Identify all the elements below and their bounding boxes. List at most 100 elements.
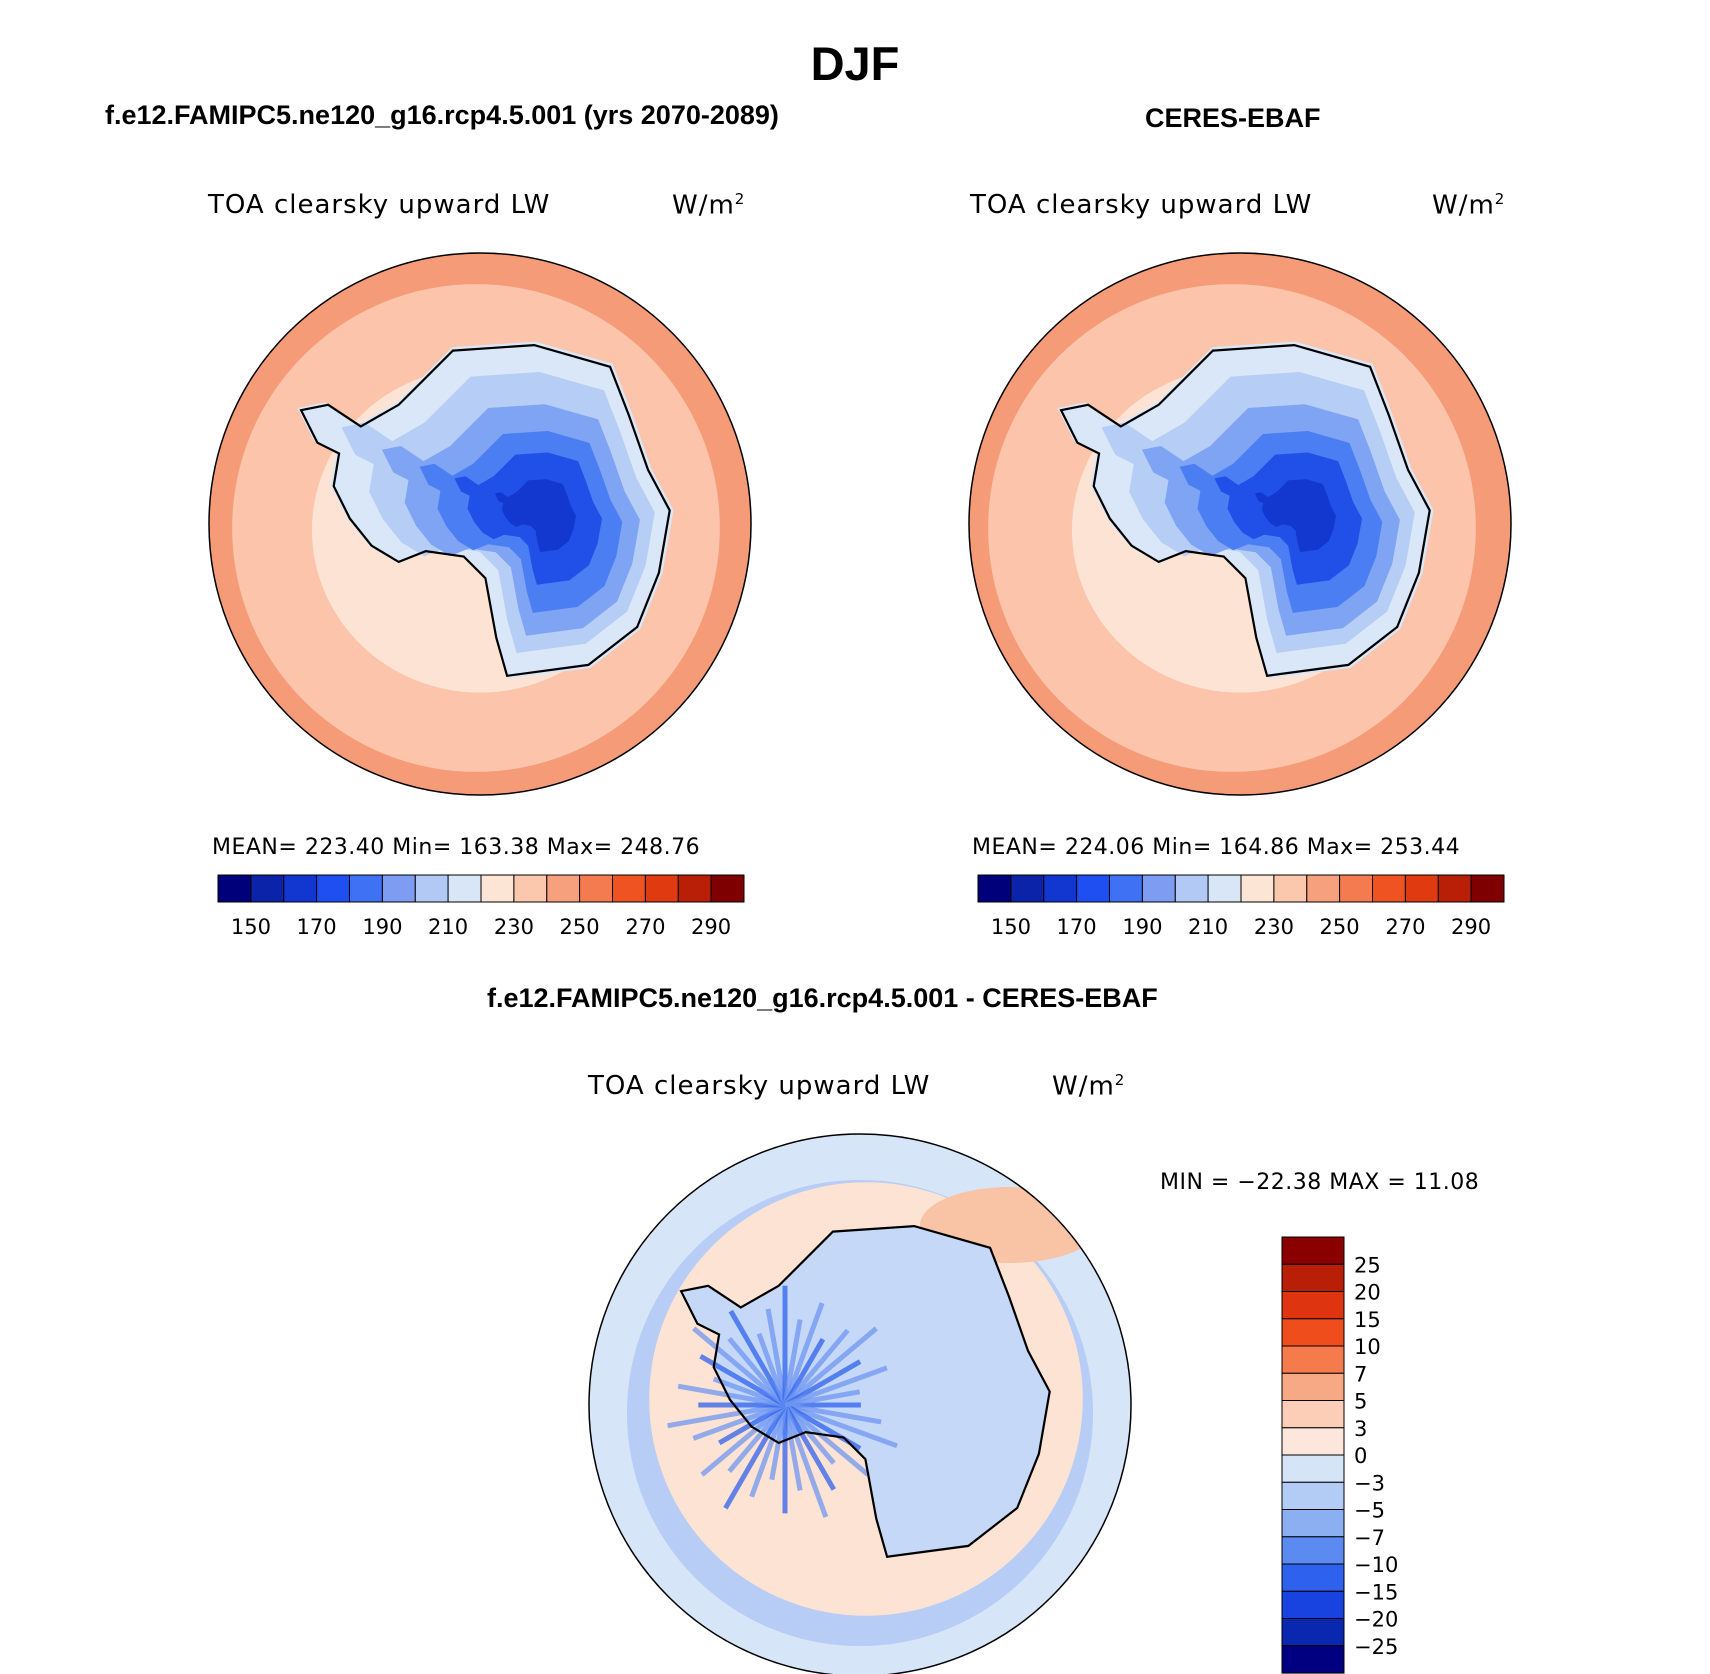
- panel-2-units: W/m2: [1432, 190, 1506, 221]
- colorbar-3-tick-label: −10: [1354, 1553, 1398, 1577]
- colorbar-3-box: [1281, 1400, 1345, 1429]
- colorbar-3-tick-label: −5: [1354, 1499, 1385, 1523]
- colorbar-1-tick-label: 290: [691, 915, 731, 939]
- colorbar-2-tick-label: 190: [1122, 915, 1162, 939]
- colorbar-1-box: [677, 874, 712, 903]
- panel-2-variable: TOA clearsky upward LW: [970, 190, 1313, 220]
- colorbar-3-box: [1281, 1318, 1345, 1347]
- panel-1-stats: MEAN= 223.40 Min= 163.38 Max= 248.76: [212, 835, 701, 860]
- colorbar-1-tick-label: 230: [494, 915, 534, 939]
- colorbar-3-tick-label: 15: [1354, 1308, 1381, 1332]
- panel-3-radial-streak: [700, 1403, 787, 1477]
- panel-3-map-border: [588, 1133, 1132, 1674]
- colorbar-2-box: [1207, 874, 1242, 903]
- colorbar-3-box: [1281, 1454, 1345, 1483]
- colorbar-2-tick-label: 290: [1451, 915, 1491, 939]
- panel-3-radial-streak: [782, 1319, 803, 1406]
- colorbar-2-box: [1306, 874, 1341, 903]
- panel-3-map: [589, 1134, 1131, 1674]
- colorbar-1-box: [217, 874, 252, 903]
- panel-3-radial-streak: [783, 1359, 862, 1408]
- colorbar-3-box: [1281, 1481, 1345, 1511]
- colorbar-2-box: [1109, 874, 1143, 903]
- panel-2-stats: MEAN= 224.06 Min= 164.86 Max= 253.44: [972, 835, 1461, 860]
- colorbar-3-tick-label: −15: [1354, 1580, 1398, 1604]
- panel-3-radial-streak: [765, 1308, 788, 1406]
- colorbar-1-tick-label: 170: [297, 915, 337, 939]
- colorbar-1-tick-label: 270: [625, 915, 665, 939]
- panel-3-radial-streak: [692, 1326, 787, 1407]
- colorbar-3-tick-label: −7: [1354, 1526, 1385, 1550]
- colorbar-3-tick-label: 25: [1354, 1253, 1381, 1277]
- panel-1-map-border: [208, 252, 752, 796]
- colorbar-2-box: [1470, 874, 1505, 903]
- colorbar-2-box: [1076, 874, 1110, 903]
- panel-3-radial-streak: [784, 1402, 882, 1425]
- colorbar-1-box: [513, 874, 548, 903]
- panel-3-radial-streak: [727, 1403, 787, 1474]
- colorbar-1-box: [414, 874, 449, 903]
- colorbar-3-tick-label: 3: [1354, 1417, 1367, 1441]
- colorbar-3-tick-label: −20: [1354, 1608, 1398, 1632]
- colorbar-3-box: [1281, 1618, 1345, 1647]
- panel-2-map-border: [968, 252, 1512, 796]
- colorbar-3-box: [1281, 1345, 1345, 1374]
- panel-3-heading: f.e12.FAMIPC5.ne120_g16.rcp4.5.001 - CER…: [487, 983, 1158, 1013]
- colorbar-3-box: [1281, 1536, 1345, 1565]
- colorbar-1-box: [250, 874, 285, 903]
- panel-3-land: [681, 1226, 1050, 1557]
- colorbar-3-box: [1281, 1590, 1345, 1620]
- panel-1-units: W/m2: [672, 190, 746, 221]
- colorbar-1-box: [644, 874, 679, 903]
- panel-1-map: [209, 253, 751, 795]
- panel-1-variable: TOA clearsky upward LW: [208, 190, 551, 220]
- colorbar-3-box: [1281, 1509, 1345, 1538]
- panel-3-coastline: [679, 1224, 1051, 1559]
- colorbar-2-box: [1437, 874, 1472, 903]
- panel-3-radial-streak: [782, 1404, 829, 1518]
- colorbar-3-box: [1281, 1263, 1345, 1293]
- colorbar-1-box: [349, 874, 383, 903]
- panel-2-map: [969, 253, 1511, 795]
- colorbar-2-box: [1141, 874, 1176, 903]
- colorbar-3-tick-label: 5: [1354, 1390, 1367, 1414]
- colorbar-3-box: [1281, 1427, 1345, 1456]
- panel-3-variable: TOA clearsky upward LW: [588, 1071, 931, 1101]
- colorbar-1-box: [283, 874, 318, 903]
- colorbar-2-tick-label: 170: [1057, 915, 1097, 939]
- panel-3-radial-streak: [783, 1326, 878, 1407]
- panel-3-radial-streak: [727, 1336, 787, 1407]
- colorbar-1-box: [480, 874, 515, 903]
- panel-3-radial-streak: [667, 1402, 786, 1429]
- colorbar-3-tick-label: −3: [1354, 1471, 1385, 1495]
- colorbar-1-box: [579, 874, 613, 903]
- panel-3-radial-streak: [782, 1404, 803, 1491]
- colorbar-2-box: [1240, 874, 1275, 903]
- panel-1-land-core: [494, 479, 576, 552]
- panel-3-radial-streak: [749, 1404, 788, 1498]
- colorbar-2-box: [1339, 874, 1373, 903]
- panel-2-coastline: [1059, 343, 1431, 678]
- panel-3-radial-streak: [784, 1389, 861, 1408]
- colorbar-1-tick-label: 190: [362, 915, 402, 939]
- panel-3-stats: MIN = −22.38 MAX = 11.08: [1160, 1170, 1480, 1195]
- panel-3-radial-streak: [784, 1402, 898, 1449]
- colorbar-2-box: [1404, 874, 1439, 903]
- colorbar-1-box: [546, 874, 581, 903]
- panel-3-radial-streak: [728, 1309, 788, 1407]
- colorbar-2-box: [1273, 874, 1308, 903]
- colorbar-3-box: [1281, 1236, 1345, 1265]
- panel-3-radial-streak: [784, 1365, 888, 1408]
- panel-3-radial-streak: [677, 1383, 786, 1408]
- colorbar-2-box: [1174, 874, 1209, 903]
- colorbar-3-tick-label: 10: [1354, 1335, 1381, 1359]
- panel-3-radial-streak: [783, 1403, 870, 1477]
- colorbar-1-box: [612, 874, 646, 903]
- panel-1-heading: f.e12.FAMIPC5.ne120_g16.rcp4.5.001 (yrs …: [105, 100, 779, 130]
- panel-1-coastline: [299, 343, 671, 678]
- colorbar-1-tick-label: 150: [231, 915, 271, 939]
- colorbar-2-box: [1043, 874, 1078, 903]
- colorbar-2-tick-label: 150: [991, 915, 1031, 939]
- panel-3-radial-streak: [692, 1402, 786, 1441]
